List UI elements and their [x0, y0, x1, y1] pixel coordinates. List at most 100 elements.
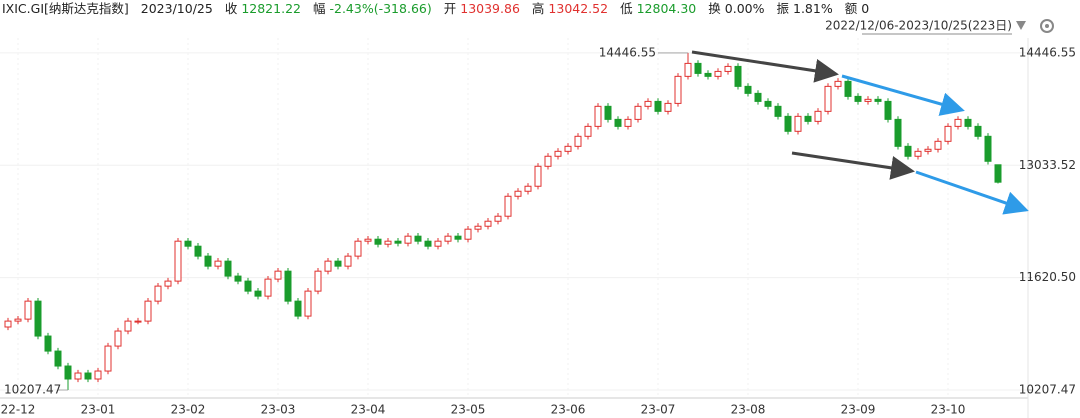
y-tick-label: 14446.55 [1019, 45, 1076, 59]
candle-body [54, 350, 62, 367]
candle-body [834, 80, 842, 87]
candle-body [514, 190, 522, 197]
candle-body [764, 100, 772, 107]
x-tick-label: 23-08 [731, 403, 766, 417]
candle-body [864, 98, 872, 102]
x-tick-label: 23-01 [81, 403, 116, 417]
candle-body [714, 70, 722, 77]
quote-label: 额 [845, 1, 858, 16]
candle-body [394, 240, 402, 244]
y-tick-label: 13033.52 [1019, 158, 1076, 172]
candle-body [224, 260, 232, 277]
trend-arrow [691, 50, 839, 83]
candle-body [304, 290, 312, 317]
candle-body [74, 372, 82, 380]
settings-icon[interactable] [1040, 19, 1054, 33]
candle-body [4, 320, 12, 328]
candle-body [324, 260, 332, 272]
quote-label: 高 [532, 1, 545, 16]
candle-body [984, 135, 992, 162]
candle-body [584, 125, 592, 137]
range-dropdown[interactable] [1016, 21, 1026, 30]
candle-body [64, 365, 72, 380]
quote-value: 13042.52 [548, 1, 608, 16]
candle-body [804, 115, 812, 122]
candle-body [254, 290, 262, 297]
candle-body [684, 62, 692, 77]
candle-body [414, 235, 422, 242]
candle-body [204, 255, 212, 267]
candle-body [364, 238, 372, 242]
candle-body [624, 118, 632, 127]
min-annotation: 10207.47 [4, 383, 61, 397]
candle-body [974, 125, 982, 137]
candle-body [884, 100, 892, 120]
candle-body [154, 285, 162, 302]
quote-label: 2023/10/25 [141, 1, 213, 16]
candle-body [244, 280, 252, 292]
quote-label: 幅 [313, 1, 326, 16]
candle-body [374, 238, 382, 245]
x-tick-label: 23-10 [931, 403, 966, 417]
candle-body [694, 62, 702, 74]
trend-arrow [791, 151, 915, 180]
candle-body [994, 164, 1002, 183]
candle-body [214, 260, 222, 267]
trend-arrow [915, 170, 1029, 215]
candle-body [534, 165, 542, 187]
x-tick-label: 23-05 [451, 403, 486, 417]
candle-body [434, 240, 442, 247]
candle-body [614, 118, 622, 127]
candle-body [634, 105, 642, 120]
candle-body [934, 140, 942, 150]
quote-value: 0.00% [725, 1, 765, 16]
candle-body [144, 300, 152, 322]
candle-body [844, 80, 852, 97]
candle-body [134, 320, 142, 323]
quote-value: 12821.22 [241, 1, 301, 16]
candle-body [564, 145, 572, 152]
candle-body [744, 85, 752, 94]
candle-body [544, 155, 552, 167]
candle-body [854, 95, 862, 102]
candle-body [724, 65, 732, 72]
quote-label: 换 [708, 1, 721, 16]
candle-body [654, 100, 662, 112]
x-tick-label: 23-06 [551, 403, 586, 417]
quote-bar: IXIC.GI[纳斯达克指数] 2023/10/25 收 12821.22 幅 -2.43… [2, 1, 869, 16]
candle-body [594, 105, 602, 127]
candle-body [384, 240, 392, 245]
quote-label: IXIC.GI[纳斯达克指数] [2, 1, 129, 16]
candle-body [194, 245, 202, 257]
quote-label: 振 [776, 1, 789, 16]
quote-value: 12804.30 [637, 1, 697, 16]
candle-body [314, 270, 322, 292]
candle-body [484, 220, 492, 227]
candle-body [184, 240, 192, 247]
candle-body [354, 240, 362, 257]
candle-body [274, 270, 282, 280]
candle-body [104, 345, 112, 372]
quote-value: -2.43%(-318.66) [330, 1, 432, 16]
quote-label: 开 [444, 1, 457, 16]
candle-body [824, 85, 832, 112]
candle-body [704, 72, 712, 77]
candle-body [814, 110, 822, 122]
candle-body [494, 215, 502, 222]
candle-body [554, 150, 562, 157]
candle-body [334, 260, 342, 267]
candle-body [34, 300, 42, 337]
candle-body [574, 135, 582, 147]
candle-body [904, 145, 912, 157]
quote-value: 0 [861, 1, 869, 16]
candle-body [754, 92, 762, 102]
candle-body [664, 102, 672, 112]
x-tick-label: 23-02 [171, 403, 206, 417]
candle-body [504, 195, 512, 217]
candle-body [464, 228, 472, 240]
quote-text: IXIC.GI[纳斯达克指数] 2023/10/25 收 12821.22 幅 -2.43… [2, 1, 869, 16]
x-tick-label: 22-12 [1, 403, 36, 417]
date-range[interactable]: 2022/12/06-2023/10/25(223日) [825, 19, 1012, 33]
y-tick-label: 10207.47 [1019, 383, 1076, 397]
